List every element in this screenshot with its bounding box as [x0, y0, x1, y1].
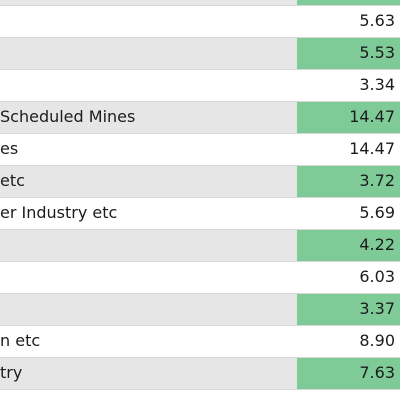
top-band-label-cell — [0, 0, 297, 5]
top-band-value-cell — [297, 0, 400, 5]
row-label: er Industry etc — [0, 203, 118, 222]
row-value: 5.63 — [359, 11, 395, 30]
table-row: 5.63 — [0, 5, 400, 37]
row-label-cell — [0, 293, 297, 325]
row-value: 14.47 — [349, 139, 395, 158]
table-top-band — [0, 0, 400, 5]
table-row: 4.22 — [0, 229, 400, 261]
row-label-cell: etc — [0, 165, 297, 197]
row-label-cell — [0, 261, 297, 293]
row-divider — [0, 197, 400, 198]
table-row: etc 3.72 — [0, 165, 400, 197]
row-value-cell: 14.47 — [297, 101, 400, 133]
row-divider — [0, 101, 400, 102]
row-value: 3.37 — [359, 299, 395, 318]
table-row: 5.53 — [0, 37, 400, 69]
row-value-cell: 6.03 — [297, 261, 400, 293]
row-label-cell: es — [0, 133, 297, 165]
row-value: 5.69 — [359, 203, 395, 222]
row-value-cell: 3.72 — [297, 165, 400, 197]
table-row: Scheduled Mines 14.47 — [0, 101, 400, 133]
row-value-cell: 8.90 — [297, 325, 400, 357]
row-label: Scheduled Mines — [0, 107, 136, 126]
row-label-cell — [0, 5, 297, 37]
row-value: 8.90 — [359, 331, 395, 350]
row-label: es — [0, 139, 19, 158]
row-divider — [0, 229, 400, 230]
row-value-cell: 5.53 — [297, 37, 400, 69]
row-label: etc — [0, 171, 25, 190]
row-divider — [0, 133, 400, 134]
table-row: er Industry etc 5.69 — [0, 197, 400, 229]
row-value-cell: 5.69 — [297, 197, 400, 229]
row-divider — [0, 293, 400, 294]
row-divider — [0, 261, 400, 262]
table-row: es 14.47 — [0, 133, 400, 165]
row-value-cell: 7.63 — [297, 357, 400, 389]
row-value: 3.72 — [359, 171, 395, 190]
row-label: try — [0, 363, 23, 382]
row-divider — [0, 165, 400, 166]
row-value: 5.53 — [359, 43, 395, 62]
row-divider — [0, 69, 400, 70]
row-value-cell: 3.34 — [297, 69, 400, 101]
row-label-cell — [0, 229, 297, 261]
row-label-cell — [0, 37, 297, 69]
row-value: 4.22 — [359, 235, 395, 254]
row-value: 7.63 — [359, 363, 395, 382]
row-value: 3.34 — [359, 75, 395, 94]
row-label-cell: n etc — [0, 325, 297, 357]
row-label-cell: try — [0, 357, 297, 389]
row-divider — [0, 389, 400, 390]
table-row: 3.34 — [0, 69, 400, 101]
row-divider — [0, 325, 400, 326]
row-value: 6.03 — [359, 267, 395, 286]
row-label-cell — [0, 69, 297, 101]
table-row: try 7.63 — [0, 357, 400, 389]
row-label-cell: er Industry etc — [0, 197, 297, 229]
row-divider — [0, 37, 400, 38]
table-row: n etc 8.90 — [0, 325, 400, 357]
row-value-cell: 14.47 — [297, 133, 400, 165]
row-label: n etc — [0, 331, 41, 350]
row-value-cell: 5.63 — [297, 5, 400, 37]
row-value-cell: 3.37 — [297, 293, 400, 325]
table-row: 3.37 — [0, 293, 400, 325]
row-divider — [0, 5, 400, 6]
row-label-cell: Scheduled Mines — [0, 101, 297, 133]
row-divider — [0, 357, 400, 358]
row-value-cell: 4.22 — [297, 229, 400, 261]
table-row: 6.03 — [0, 261, 400, 293]
row-value: 14.47 — [349, 107, 395, 126]
